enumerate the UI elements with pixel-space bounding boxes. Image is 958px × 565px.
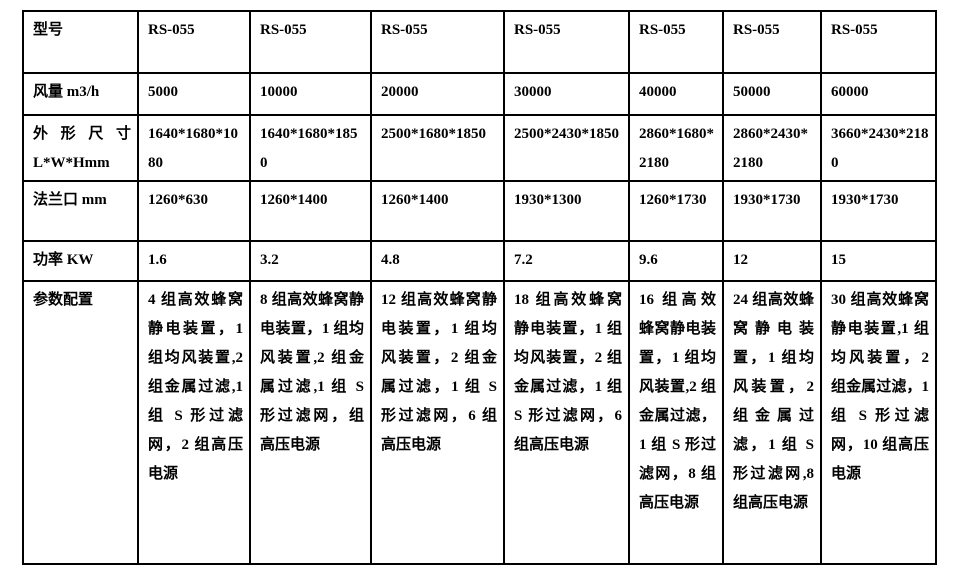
table-row-airflow: 风量 m3/h 5000 10000 20000 30000 40000 500…	[22, 72, 937, 116]
row-label-airflow: 风量 m3/h	[22, 72, 139, 116]
config-cell: 4 组高效蜂窝静电装置，1 组均风装置,2 组金属过滤,1 组 S 形过滤网，2…	[137, 280, 251, 565]
power-cell: 4.8	[370, 240, 505, 282]
flange-cell: 1260*1400	[370, 180, 505, 242]
model-cell: RS-055	[370, 10, 505, 74]
table-row-model: 型号 RS-055 RS-055 RS-055 RS-055 RS-055 RS…	[22, 10, 937, 74]
table-row-config: 参数配置 4 组高效蜂窝静电装置，1 组均风装置,2 组金属过滤,1 组 S 形…	[22, 280, 937, 565]
row-label-power: 功率 KW	[22, 240, 139, 282]
row-label-dimensions: 外形尺寸 L*W*Hmm	[22, 114, 139, 182]
airflow-cell: 40000	[628, 72, 724, 116]
power-cell: 15	[820, 240, 937, 282]
dimensions-cell: 3660*2430*2180	[820, 114, 937, 182]
airflow-cell: 50000	[722, 72, 822, 116]
table-row-power: 功率 KW 1.6 3.2 4.8 7.2 9.6 12 15	[22, 240, 937, 282]
model-cell: RS-055	[628, 10, 724, 74]
airflow-cell: 60000	[820, 72, 937, 116]
model-cell: RS-055	[722, 10, 822, 74]
dimensions-cell: 2860*2430*2180	[722, 114, 822, 182]
flange-cell: 1930*1730	[722, 180, 822, 242]
dimensions-label-line1: 外形尺寸	[33, 126, 131, 142]
row-label-flange: 法兰口 mm	[22, 180, 139, 242]
row-label-model: 型号	[22, 10, 139, 74]
power-cell: 9.6	[628, 240, 724, 282]
dimensions-cell: 2500*2430*1850	[503, 114, 630, 182]
flange-cell: 1260*630	[137, 180, 251, 242]
config-cell: 24 组高效蜂窝静电装置，1 组均风装置，2 组金属过滤，1 组 S 形过滤网,…	[722, 280, 822, 565]
config-cell: 16 组高效蜂窝静电装置，1 组均风装置,2 组金属过滤，1 组 S 形过滤网，…	[628, 280, 724, 565]
spec-table: 型号 RS-055 RS-055 RS-055 RS-055 RS-055 RS…	[22, 10, 937, 565]
table-row-flange: 法兰口 mm 1260*630 1260*1400 1260*1400 1930…	[22, 180, 937, 242]
model-cell: RS-055	[820, 10, 937, 74]
table-row-dimensions: 外形尺寸 L*W*Hmm 1640*1680*1080 1640*1680*18…	[22, 114, 937, 182]
airflow-cell: 30000	[503, 72, 630, 116]
airflow-cell: 20000	[370, 72, 505, 116]
dimensions-cell: 1640*1680*1850	[249, 114, 372, 182]
power-cell: 12	[722, 240, 822, 282]
config-cell: 8 组高效蜂窝静电装置，1 组均风装置,2 组金属过滤,1 组 S 形过滤网，组…	[249, 280, 372, 565]
flange-cell: 1260*1400	[249, 180, 372, 242]
config-cell: 12 组高效蜂窝静电装置，1 组均风装置，2 组金属过滤，1 组 S 形过滤网，…	[370, 280, 505, 565]
flange-cell: 1930*1730	[820, 180, 937, 242]
power-cell: 7.2	[503, 240, 630, 282]
model-cell: RS-055	[503, 10, 630, 74]
dimensions-label-line2: L*W*Hmm	[33, 155, 110, 171]
dimensions-cell: 2500*1680*1850	[370, 114, 505, 182]
power-cell: 3.2	[249, 240, 372, 282]
airflow-cell: 5000	[137, 72, 251, 116]
model-cell: RS-055	[137, 10, 251, 74]
flange-cell: 1260*1730	[628, 180, 724, 242]
row-label-config: 参数配置	[22, 280, 139, 565]
model-cell: RS-055	[249, 10, 372, 74]
power-cell: 1.6	[137, 240, 251, 282]
config-cell: 30 组高效蜂窝静电装置,1 组均风装置，2 组金属过滤，1 组 S 形过滤网，…	[820, 280, 937, 565]
airflow-cell: 10000	[249, 72, 372, 116]
config-cell: 18 组高效蜂窝静电装置，1 组均风装置，2 组金属过滤，1 组 S 形过滤网，…	[503, 280, 630, 565]
dimensions-cell: 1640*1680*1080	[137, 114, 251, 182]
dimensions-cell: 2860*1680*2180	[628, 114, 724, 182]
flange-cell: 1930*1300	[503, 180, 630, 242]
